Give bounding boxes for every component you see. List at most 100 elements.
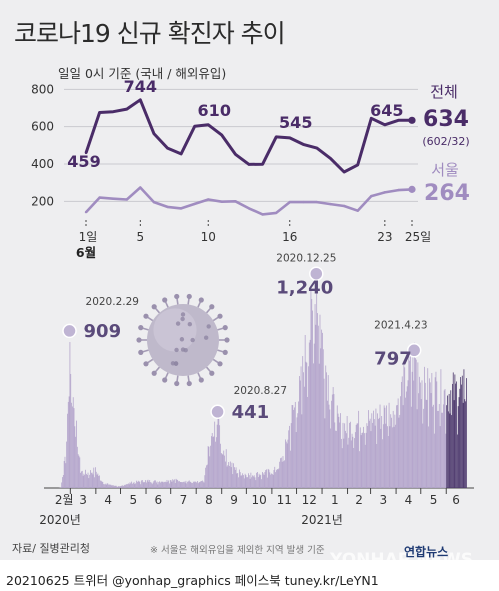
daily-bar — [335, 430, 337, 488]
daily-bar — [187, 481, 188, 488]
daily-bar — [285, 441, 287, 488]
daily-bar — [150, 482, 151, 488]
daily-bar — [198, 482, 200, 488]
point-value-label: 744 — [124, 77, 157, 96]
daily-bar — [158, 482, 160, 488]
daily-bar — [62, 474, 64, 488]
daily-bar — [224, 455, 225, 488]
month-label: 4 — [104, 493, 112, 507]
daily-bar — [345, 433, 347, 488]
daily-bar — [126, 484, 128, 488]
daily-bar — [254, 477, 256, 488]
daily-bar — [293, 409, 295, 488]
daily-bar — [457, 406, 459, 488]
daily-bar — [108, 484, 109, 488]
daily-bar — [347, 444, 349, 488]
daily-bar — [146, 480, 148, 488]
daily-bar — [294, 401, 296, 488]
daily-bar — [244, 473, 246, 488]
seoul-end-point — [408, 185, 416, 193]
daily-bar — [113, 485, 114, 488]
daily-bar — [382, 439, 383, 488]
daily-bar — [127, 484, 128, 488]
daily-bar — [107, 483, 109, 488]
daily-bar — [160, 481, 162, 488]
daily-bar — [181, 482, 183, 488]
month-label: 10 — [251, 493, 266, 507]
daily-bar — [173, 480, 174, 488]
daily-bar — [139, 481, 141, 488]
daily-bar — [401, 376, 403, 488]
daily-bar — [438, 404, 440, 488]
daily-bar — [290, 423, 292, 488]
virus-spot — [180, 316, 185, 322]
daily-bar — [229, 461, 231, 488]
daily-bar — [317, 325, 319, 488]
daily-bar — [210, 445, 211, 488]
daily-bar — [232, 474, 234, 488]
daily-bar — [85, 473, 87, 488]
agency-logo: 연합뉴스 — [404, 545, 449, 559]
point-value-label: 545 — [279, 113, 312, 132]
total-point — [152, 132, 156, 135]
daily-bar — [373, 419, 375, 488]
daily-bar — [349, 422, 350, 488]
daily-bar — [191, 482, 193, 488]
daily-bar — [189, 481, 191, 488]
daily-bar — [134, 484, 136, 488]
daily-bar — [206, 464, 208, 488]
daily-bar — [269, 472, 271, 488]
daily-bar — [294, 407, 295, 488]
daily-bar — [165, 482, 167, 488]
total-point — [247, 163, 251, 166]
daily-bar — [421, 380, 423, 488]
daily-bar — [253, 475, 255, 488]
daily-bar — [385, 423, 387, 488]
daily-bar — [170, 480, 172, 488]
daily-bar — [71, 402, 72, 488]
daily-bar — [329, 409, 331, 488]
daily-bar — [405, 397, 406, 488]
x-tick-label: 1일 — [79, 230, 98, 244]
daily-bar — [135, 483, 137, 488]
daily-bar — [200, 481, 202, 488]
daily-bar — [229, 465, 230, 488]
virus-spot — [187, 322, 193, 327]
total-point — [111, 110, 115, 113]
daily-bar — [75, 436, 77, 488]
daily-bar — [159, 481, 160, 488]
total-last-value: 634 — [423, 107, 469, 132]
daily-bar — [124, 485, 126, 488]
total-series-name: 전체 — [430, 83, 458, 101]
daily-bar — [303, 372, 304, 488]
virus-spike-tip — [174, 293, 180, 300]
daily-bar — [194, 481, 196, 488]
seoul-point — [152, 200, 156, 204]
daily-bar — [456, 381, 457, 488]
daily-bar — [178, 481, 179, 488]
daily-bar — [379, 404, 381, 488]
daily-bar — [408, 351, 410, 488]
seoul-point — [207, 198, 210, 201]
daily-bar — [63, 461, 65, 488]
daily-bar — [432, 406, 434, 488]
daily-bar — [240, 475, 242, 488]
daily-bar — [415, 359, 417, 488]
daily-bar — [331, 400, 332, 488]
daily-bar — [118, 486, 120, 488]
daily-bar — [419, 376, 420, 488]
daily-bar — [443, 390, 445, 488]
daily-bar — [204, 475, 206, 488]
daily-bar — [167, 481, 169, 488]
total-end-point — [408, 116, 416, 124]
daily-bar — [366, 423, 368, 488]
daily-bar — [147, 479, 149, 488]
month-label: 2 — [355, 493, 363, 507]
virus-spot — [203, 335, 209, 340]
daily-bar — [76, 420, 77, 488]
daily-bar — [342, 422, 344, 488]
x-tick-label: 5 — [137, 230, 145, 244]
daily-bar — [185, 480, 187, 488]
daily-bar — [245, 475, 247, 488]
